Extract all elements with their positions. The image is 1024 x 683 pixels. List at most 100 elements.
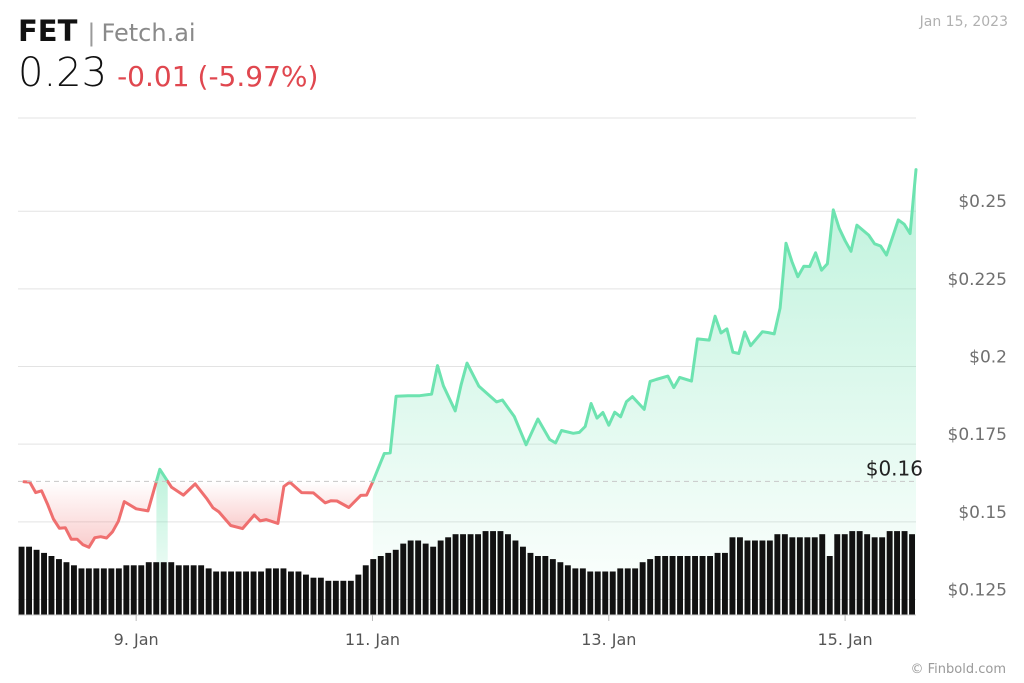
volume-bar	[160, 562, 167, 615]
volume-bar	[632, 568, 639, 615]
volume-bar	[26, 546, 32, 615]
volume-bar	[886, 531, 893, 615]
volume-bar	[303, 574, 309, 615]
volume-bar	[587, 571, 594, 615]
y-tick-label: $0.25	[958, 192, 1007, 212]
chart-date: Jan 15, 2023	[919, 14, 1008, 30]
volume-bar	[93, 568, 100, 615]
volume-bar	[864, 534, 871, 615]
volume-bar	[579, 568, 586, 615]
x-tick-label: 11. Jan	[345, 630, 400, 649]
volume-bar	[766, 540, 773, 615]
x-tick-label: 9. Jan	[114, 630, 159, 649]
volume-bar	[789, 537, 796, 615]
volume-bar	[909, 534, 915, 615]
y-tick-label: $0.175	[948, 425, 1007, 445]
volume-bar	[564, 565, 571, 615]
volume-bar	[594, 571, 601, 615]
volume-bar	[542, 556, 549, 615]
volume-bar	[273, 568, 279, 615]
volume-bar	[849, 531, 856, 615]
volume-bar	[759, 540, 766, 615]
volume-bar	[288, 571, 294, 615]
volume-bar	[796, 537, 803, 615]
volume-bar	[841, 534, 848, 615]
x-tick-label: 15. Jan	[818, 630, 873, 649]
volume-bar	[250, 571, 257, 615]
volume-bar	[108, 568, 115, 615]
volume-bar	[175, 565, 182, 615]
volume-bar	[901, 531, 908, 615]
current-price: 0.23	[18, 50, 108, 96]
reference-line: $0.16	[18, 456, 923, 482]
volume-bar	[729, 537, 736, 615]
volume-bar	[707, 556, 713, 615]
x-tick-label: 13. Jan	[581, 630, 636, 649]
volume-bar	[445, 537, 452, 615]
price-area-down	[167, 481, 373, 529]
volume-bar	[85, 568, 92, 615]
volume-bar	[662, 556, 669, 615]
volume-bar	[512, 540, 519, 615]
y-tick-label: $0.225	[948, 270, 1007, 290]
volume-bar	[430, 546, 437, 615]
volume-bar	[190, 565, 197, 615]
volume-bar	[78, 568, 85, 615]
volume-bar	[153, 562, 160, 615]
volume-bar	[871, 537, 878, 615]
volume-bars	[18, 531, 915, 615]
volume-bar	[370, 559, 377, 615]
volume-bar	[520, 546, 526, 615]
price-change-percent: (-5.97%)	[197, 60, 319, 93]
volume-bar	[138, 565, 145, 615]
volume-bar	[460, 534, 466, 615]
volume-bar	[669, 556, 676, 615]
volume-bar	[744, 540, 751, 615]
volume-bar	[362, 565, 369, 615]
volume-bar	[347, 580, 354, 615]
asset-name: Fetch.ai	[101, 19, 196, 47]
volume-bar	[310, 577, 317, 615]
price-area	[23, 169, 916, 615]
volume-bar	[130, 565, 137, 615]
volume-bar	[647, 559, 654, 615]
volume-bar	[123, 565, 130, 615]
volume-bar	[894, 531, 900, 615]
volume-bar	[535, 556, 541, 615]
price-row: 0.23 -0.01 (-5.97%)	[18, 50, 318, 96]
volume-bar	[422, 543, 429, 615]
price-line	[22, 168, 918, 549]
price-area-down	[23, 481, 157, 548]
y-tick-label: $0.2	[969, 348, 1007, 368]
volume-bar	[220, 571, 227, 615]
title-row: FET | Fetch.ai	[18, 14, 318, 48]
price-line-down-segment	[22, 479, 158, 549]
volume-bar	[415, 540, 422, 615]
volume-bar	[48, 556, 55, 615]
ticker-symbol: FET	[18, 14, 78, 48]
volume-bar	[437, 540, 444, 615]
y-axis-labels: $0.125 $0.15 $0.175 $0.2 $0.225 $0.25	[948, 192, 1007, 600]
volume-bar	[781, 534, 788, 615]
price-area-up	[372, 169, 916, 615]
volume-bar	[505, 534, 511, 615]
x-axis: 9. Jan 11. Jan 13. Jan 15. Jan	[18, 614, 916, 649]
volume-bar	[452, 534, 459, 615]
volume-bar	[71, 565, 77, 615]
volume-bar	[722, 552, 728, 615]
volume-bar	[834, 534, 841, 615]
volume-bar	[235, 571, 242, 615]
volume-bar	[549, 559, 556, 615]
volume-bar	[826, 556, 833, 615]
volume-bar	[497, 531, 504, 615]
source-credit: © Finbold.com	[910, 662, 1006, 677]
volume-bar	[385, 552, 392, 615]
volume-bar	[265, 568, 272, 615]
volume-bar	[699, 556, 706, 615]
volume-bar	[527, 552, 534, 615]
y-tick-label: $0.15	[958, 503, 1007, 523]
volume-bar	[400, 543, 407, 615]
volume-bar	[18, 546, 25, 615]
volume-bar	[557, 562, 564, 615]
volume-bar	[228, 571, 234, 615]
